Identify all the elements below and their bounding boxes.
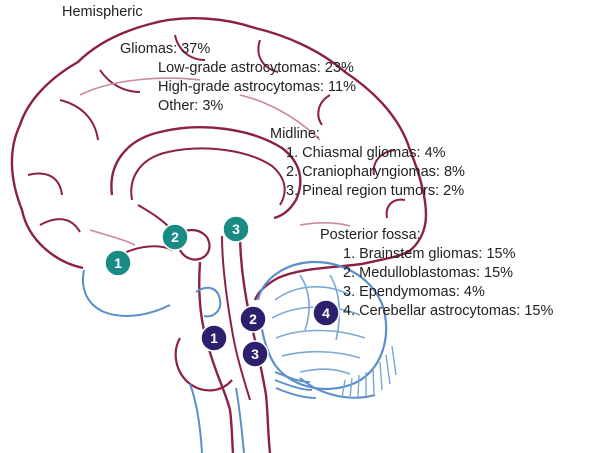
navy-markers: 1 2 3 4 [200, 299, 340, 368]
cerebellar-tonsil [299, 377, 376, 399]
inner-lines [79, 77, 351, 246]
posterior-fossa-item: 3. Ependymomas: 4% [343, 284, 485, 300]
cerebrum-outline [10, 17, 428, 301]
svg-text:2: 2 [171, 229, 179, 245]
brainstem-outline [198, 261, 235, 453]
hemispheric-labels: Hemispheric Gliomas: 37% Low-grade astro… [62, 4, 356, 114]
posterior-fossa-item: 2. Medulloblastomas: 15% [343, 265, 513, 281]
midline-heading: Midline: [270, 126, 320, 142]
ventricle-lines [274, 371, 317, 399]
teal-marker-1: 1 [104, 249, 132, 277]
navy-marker-2: 2 [239, 305, 267, 333]
midline-item: 3. Pineal region tumors: 2% [286, 183, 464, 199]
posterior-fossa-item: 1. Brainstem gliomas: 15% [343, 246, 516, 262]
navy-marker-3: 3 [241, 340, 269, 368]
midline-item: 2. Craniopharyngiomas: 8% [286, 164, 465, 180]
spinal-cord-outline [82, 269, 245, 453]
hemispheric-heading: Hemispheric [62, 4, 143, 20]
low-grade-label: Low-grade astrocytomas: 23% [158, 60, 354, 76]
teal-marker-3: 3 [222, 215, 250, 243]
cerebellum-outline [256, 260, 388, 390]
posterior-fossa-heading: Posterior fossa: [320, 227, 421, 243]
svg-text:3: 3 [251, 346, 259, 362]
corpus-callosum-inner [130, 147, 286, 206]
teal-marker-2: 2 [161, 223, 189, 251]
navy-marker-4: 4 [312, 299, 340, 327]
midline-item: 1. Chiasmal gliomas: 4% [286, 145, 446, 161]
svg-text:4: 4 [322, 305, 330, 321]
posterior-fossa-labels: Posterior fossa: 1. Brainstem gliomas: 1… [320, 227, 553, 319]
svg-text:1: 1 [210, 330, 218, 346]
posterior-fossa-item: 4. Cerebellar astrocytomas: 15% [343, 303, 553, 319]
svg-text:1: 1 [114, 255, 122, 271]
other-label: Other: 3% [158, 98, 223, 114]
corpus-callosum [110, 126, 302, 220]
high-grade-label: High-grade astrocytomas: 11% [158, 79, 356, 95]
cerebellum-folia [271, 274, 366, 375]
teal-markers: 1 2 3 [104, 215, 250, 277]
navy-marker-1: 1 [200, 324, 228, 352]
midline-labels: Midline: 1. Chiasmal gliomas: 4% 2. Cran… [270, 126, 465, 199]
svg-text:2: 2 [249, 311, 257, 327]
diencephalon [175, 228, 211, 261]
tonsil-stripes [341, 345, 397, 399]
svg-text:3: 3 [232, 221, 240, 237]
gliomas-label: Gliomas: 37% [120, 41, 210, 57]
